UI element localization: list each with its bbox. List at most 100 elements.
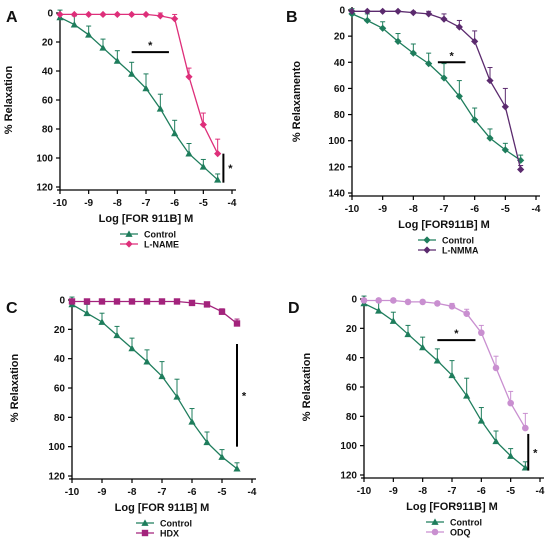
y-tick-label: 40 [334, 58, 346, 69]
data-point [185, 73, 193, 81]
legend-label: HDX [160, 529, 179, 539]
data-point [448, 371, 456, 379]
x-tick-label: -8 [128, 487, 137, 498]
data-point [404, 330, 412, 338]
significance-marker: * [450, 50, 455, 62]
x-tick-label: -7 [142, 198, 151, 209]
y-tick-label: 0 [351, 295, 357, 306]
data-point [360, 297, 368, 304]
y-tick-label: 100 [340, 441, 357, 452]
y-tick-label: 0 [59, 296, 65, 307]
y-tick-label: 140 [328, 189, 345, 200]
data-point [477, 417, 485, 424]
data-point [409, 9, 417, 17]
data-point [379, 7, 387, 15]
data-point [188, 418, 196, 425]
chart-panel-a: 0 20 40 60 80 100 120-10 -9 -8 -7 -6 -5 -4 Log [FOR 9… [3, 9, 237, 250]
data-point [199, 121, 207, 129]
data-point [348, 7, 356, 15]
y-axis-label: % Relaxation [301, 352, 313, 421]
data-point [375, 297, 382, 304]
data-point [389, 317, 397, 324]
data-point [379, 24, 387, 32]
y-tick-label: 40 [346, 353, 358, 364]
data-point [70, 21, 78, 28]
data-point [375, 307, 383, 314]
legend-label: L-NMMA [442, 246, 479, 256]
y-tick-label: 60 [42, 96, 54, 107]
data-point [98, 318, 106, 325]
x-tick-label: -4 [536, 486, 545, 497]
data-point [214, 150, 222, 158]
data-point [390, 297, 397, 304]
legend-entry: HDX [136, 529, 179, 539]
x-tick-label: -6 [188, 487, 197, 498]
data-point [203, 438, 211, 446]
y-tick-label: 80 [334, 110, 346, 121]
y-tick-label: 0 [339, 6, 345, 17]
data-point [173, 393, 181, 400]
y-tick-label: 40 [42, 67, 54, 78]
data-point [113, 331, 121, 339]
y-tick-label: 100 [328, 136, 345, 147]
data-point [185, 150, 193, 157]
legend-label: Control [442, 236, 474, 246]
data-point [233, 465, 241, 472]
panel-label: B [286, 9, 298, 26]
data-point [409, 49, 417, 57]
panel-label: D [288, 300, 300, 317]
data-point [113, 298, 121, 305]
data-point [128, 344, 136, 352]
data-point [99, 10, 107, 19]
legend-entry: ODQ [426, 528, 471, 538]
panel-label: A [6, 9, 18, 26]
data-point [478, 329, 485, 337]
y-axis-label: % Relaxation [3, 65, 15, 134]
legend-marker [431, 528, 439, 536]
data-point [199, 163, 207, 170]
y-tick-label: 60 [54, 384, 66, 395]
y-tick-label: 120 [36, 183, 53, 194]
data-point [492, 437, 500, 445]
y-axis-label: % Relaxation [9, 353, 21, 422]
x-tick-label: -7 [448, 486, 457, 497]
data-point [83, 309, 91, 317]
data-point [85, 31, 93, 38]
y-tick-label: 20 [54, 325, 66, 336]
y-axis-label: % Relaxamento [291, 61, 303, 143]
data-point [517, 156, 525, 164]
series-l-name [56, 10, 222, 158]
x-tick-label: -4 [228, 198, 237, 209]
x-tick-label: -9 [389, 486, 398, 497]
significance-marker: * [148, 40, 153, 52]
series-odq [360, 297, 529, 432]
data-point [188, 299, 196, 307]
x-axis-label: Log [FOR 911B] M [115, 502, 210, 514]
x-tick-label: -6 [477, 486, 486, 497]
y-tick-label: 100 [36, 154, 53, 165]
data-point [128, 10, 136, 19]
x-tick-label: -7 [440, 204, 449, 215]
series-control [56, 9, 222, 183]
data-point [128, 298, 136, 305]
data-point [419, 298, 426, 306]
legend-entry: Control [136, 519, 192, 529]
y-tick-label: 100 [48, 442, 65, 453]
data-point [425, 59, 433, 68]
chart-panel-d: 0 20 40 60 80 100 120-10 -9 -8 -7 -6 -5 -4 Log [FOR91… [288, 295, 545, 538]
data-point [425, 10, 433, 18]
panel-label: C [6, 300, 18, 317]
legend-marker [423, 246, 431, 254]
x-tick-label: -4 [532, 204, 541, 215]
data-point [471, 37, 479, 45]
data-point [218, 453, 226, 460]
data-point [158, 372, 166, 380]
legend-entry: Control [120, 230, 176, 240]
legend-label: ODQ [450, 528, 471, 538]
y-tick-label: 60 [334, 84, 346, 95]
data-point [214, 176, 222, 183]
data-point [113, 57, 121, 64]
data-point [486, 134, 494, 142]
y-tick-label: 40 [54, 354, 66, 365]
